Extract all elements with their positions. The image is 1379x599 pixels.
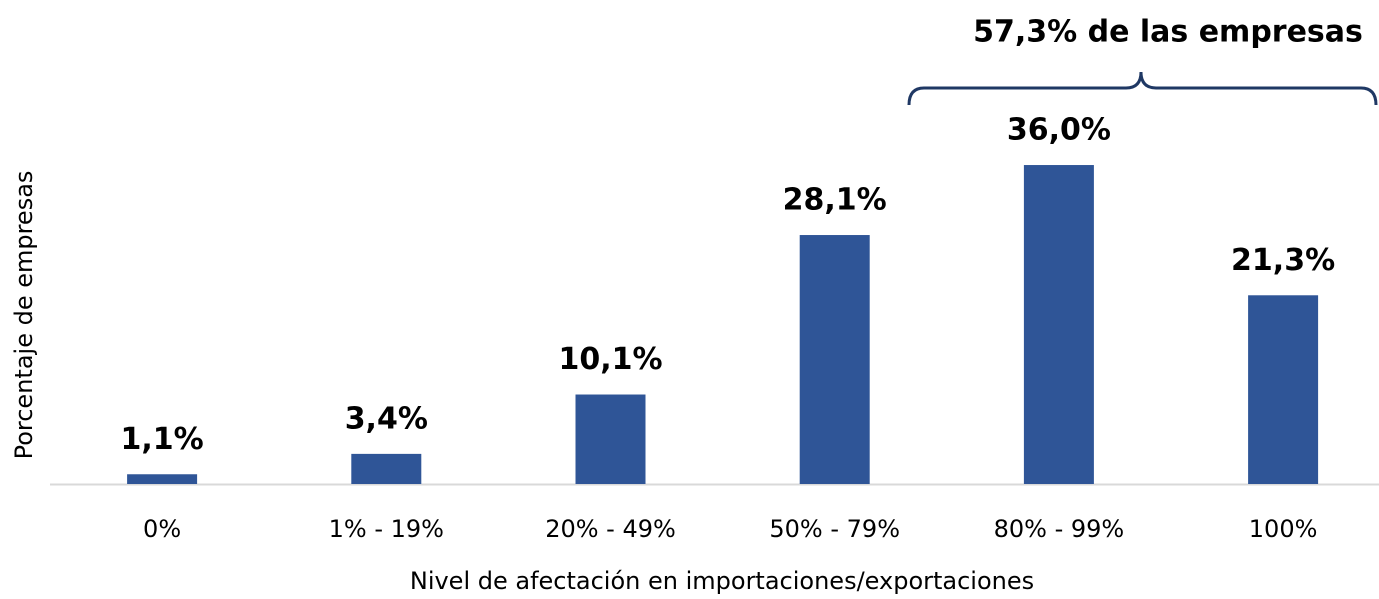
bar bbox=[1248, 295, 1319, 484]
x-tick-label: 80% - 99% bbox=[994, 515, 1125, 543]
x-tick-label: 100% bbox=[1249, 515, 1318, 543]
data-label: 10,1% bbox=[558, 342, 662, 377]
x-tick-label: 20% - 49% bbox=[545, 515, 676, 543]
data-label: 3,4% bbox=[345, 401, 428, 436]
bar bbox=[127, 474, 198, 484]
bar bbox=[799, 235, 870, 484]
x-tick-label: 50% - 79% bbox=[769, 515, 900, 543]
bar bbox=[351, 453, 422, 484]
bracket bbox=[907, 71, 1378, 106]
data-label: 36,0% bbox=[1007, 113, 1111, 148]
bar bbox=[1023, 165, 1094, 485]
annotation: 57,3% de las empresas bbox=[973, 15, 1363, 50]
data-label: 21,3% bbox=[1231, 243, 1335, 278]
x-tick-label: 1% - 19% bbox=[329, 515, 444, 543]
x-axis-label: Nivel de afectación en importaciones/exp… bbox=[410, 567, 1034, 595]
data-label: 1,1% bbox=[120, 422, 203, 457]
y-axis-label: Porcentaje de empresas bbox=[10, 171, 38, 460]
x-tick-label: 0% bbox=[143, 515, 181, 543]
bar bbox=[575, 394, 646, 484]
data-label: 28,1% bbox=[783, 183, 887, 218]
